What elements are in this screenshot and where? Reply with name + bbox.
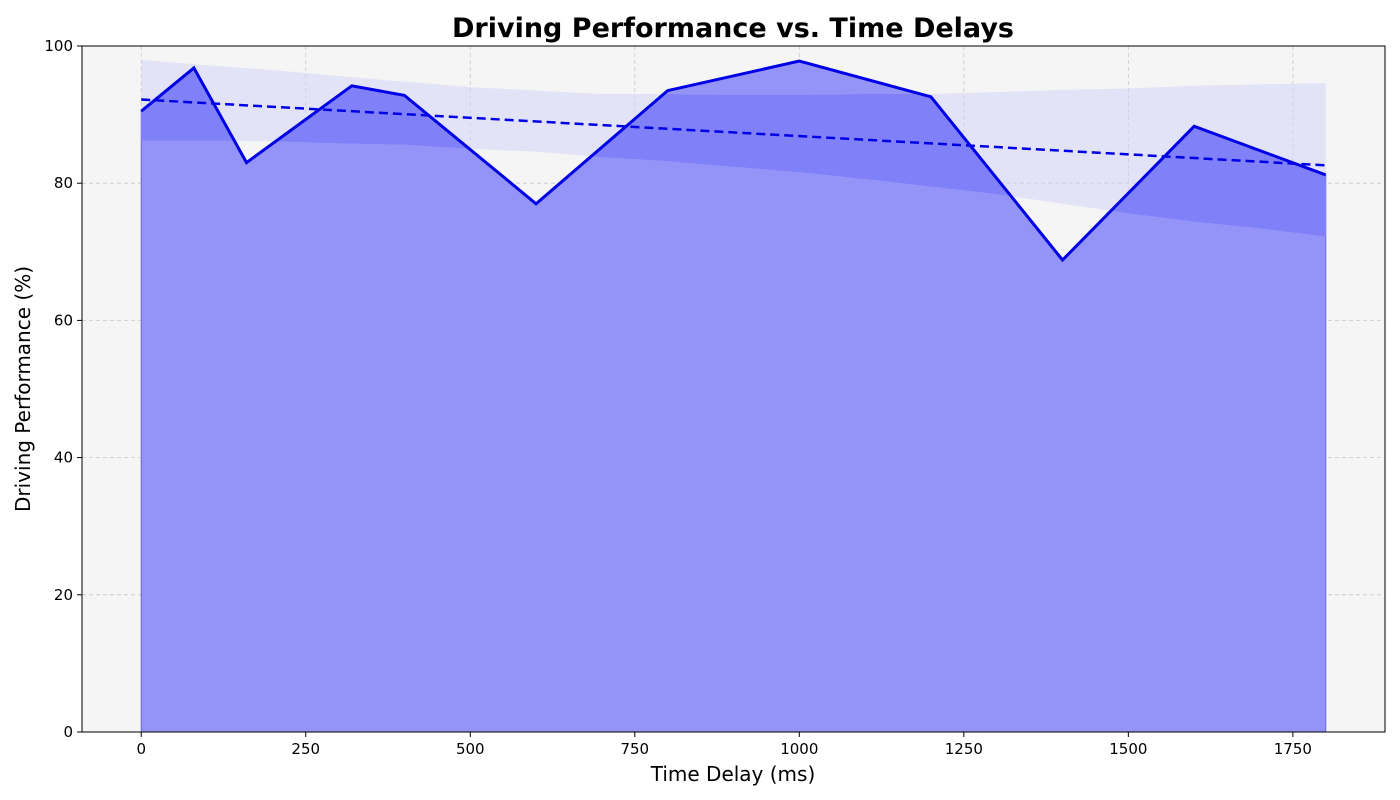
observed-line	[140, 59, 1327, 263]
plot-frame	[81, 45, 1386, 733]
y-tick-label: 80	[54, 174, 73, 192]
x-tick-label: 250	[291, 740, 320, 758]
y-tick-label: 100	[44, 37, 73, 55]
line-layer	[140, 59, 1327, 263]
y-tick-label: 40	[54, 449, 73, 467]
x-tick-label: 1500	[1109, 740, 1147, 758]
x-tick-label: 1250	[945, 740, 983, 758]
x-tick-label: 500	[456, 740, 485, 758]
chart-title: Driving Performance vs. Time Delays	[452, 13, 1014, 44]
y-tick-label: 0	[63, 723, 73, 741]
x-tick-label: 1750	[1274, 740, 1312, 758]
y-axis-label: Driving Performance (%)	[11, 266, 35, 512]
x-axis-label: Time Delay (ms)	[650, 762, 816, 786]
x-tick-label: 0	[136, 740, 146, 758]
y-tick-label: 20	[54, 586, 73, 604]
tick-layer: 0 250 500 750 1000 1250 1500 1750 0 20 40 60 80 100	[44, 37, 1312, 758]
confidence-band-layer	[141, 59, 1326, 237]
x-tick-label: 1000	[780, 740, 818, 758]
trend-line	[141, 98, 1326, 167]
y-tick-label: 60	[54, 311, 73, 329]
x-tick-label: 750	[620, 740, 649, 758]
